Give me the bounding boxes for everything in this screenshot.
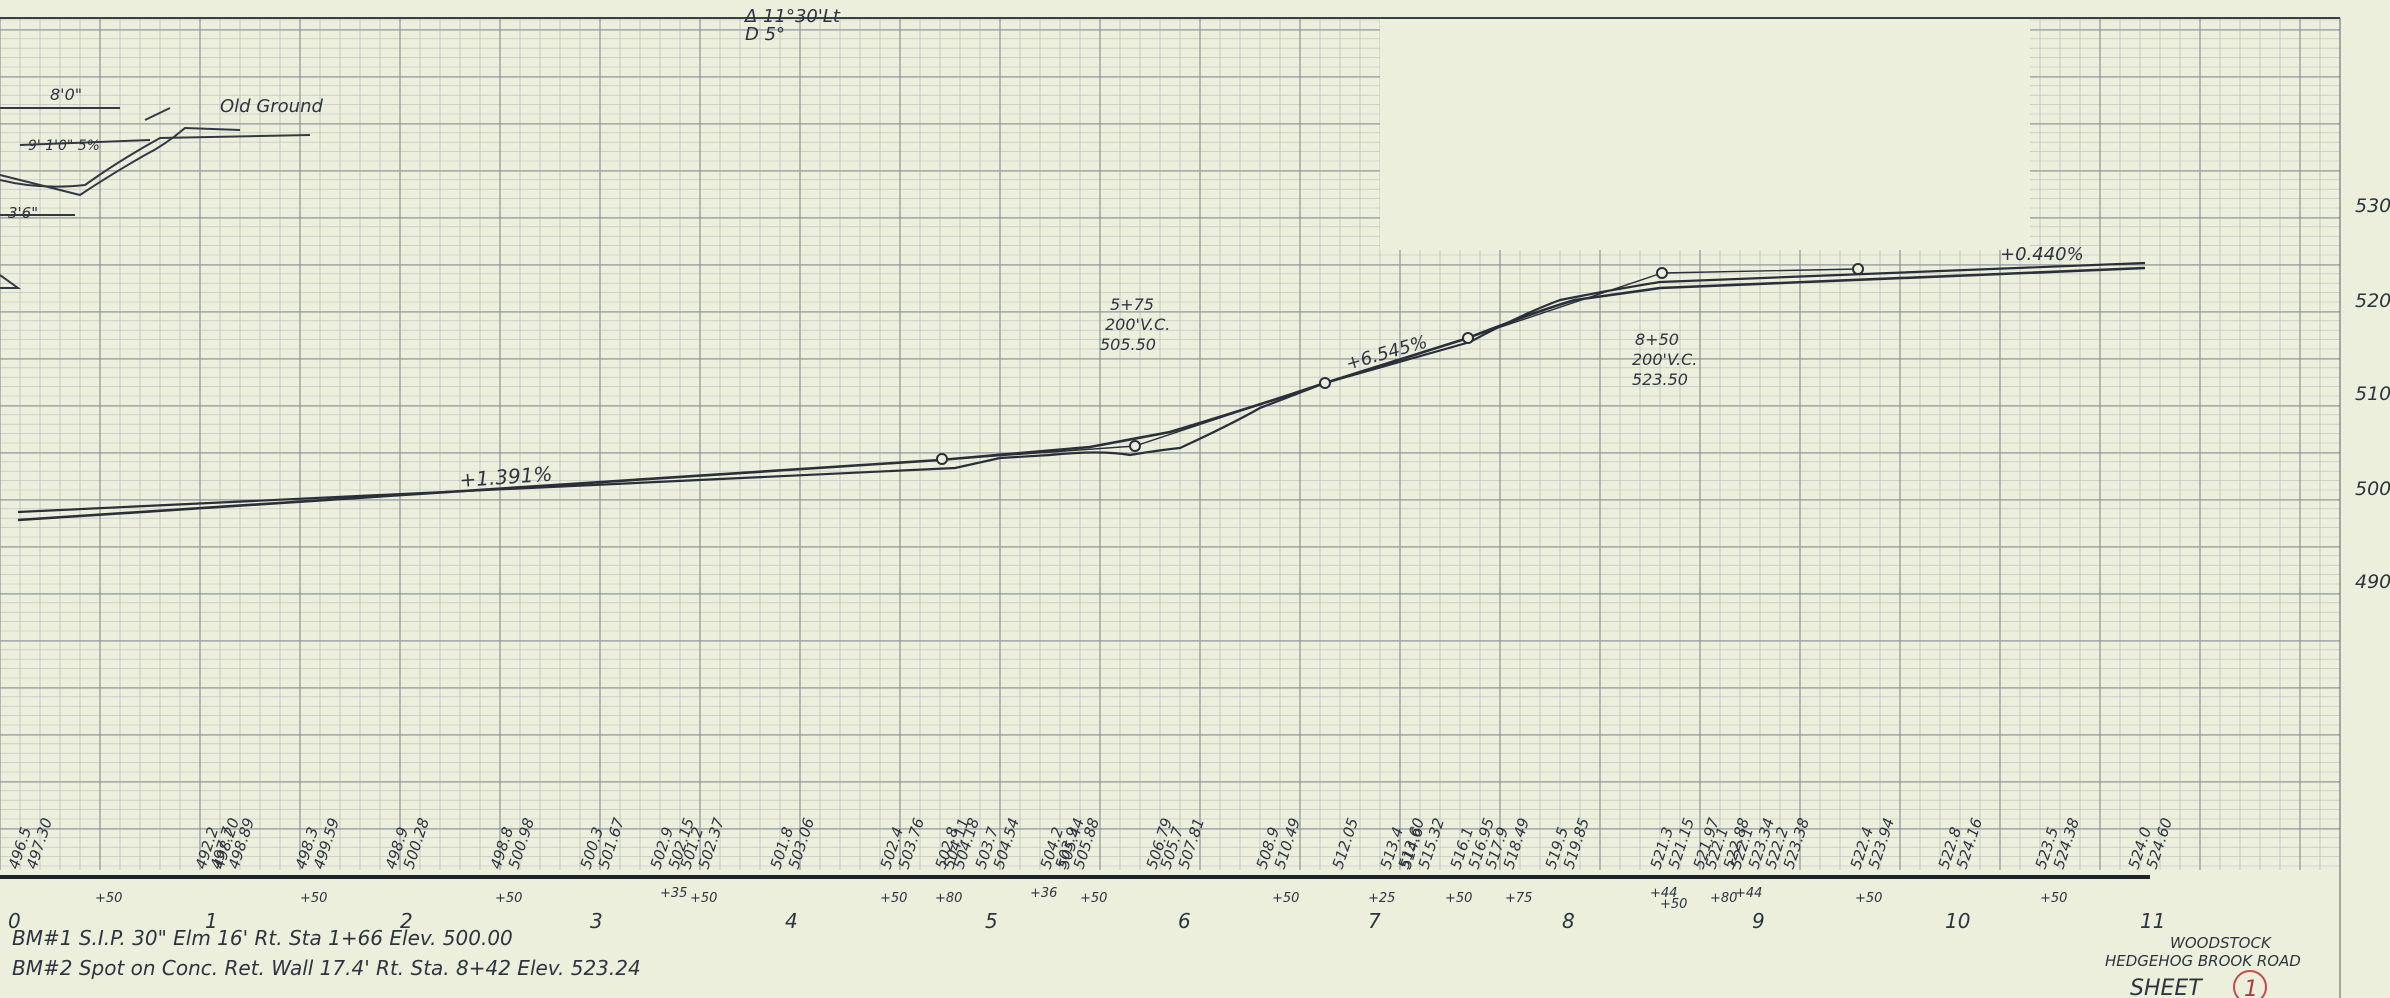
station-number: 6	[1178, 909, 1191, 933]
grade-label-2: +6.545%	[1344, 332, 1430, 375]
benchmark-1: BM#1 S.I.P. 30" Elm 16' Rt. Sta 1+66 Ele…	[12, 926, 513, 950]
vc2-length: 200'V.C.	[1632, 350, 1697, 369]
station-number: 1	[205, 909, 218, 933]
vc1-elev: 505.50	[1100, 335, 1156, 354]
station-plus-label: +44	[1650, 886, 1677, 901]
station-number: 9	[1752, 909, 1765, 933]
station-plus-label: +75	[1505, 891, 1532, 906]
station-plus-label: +35	[660, 886, 687, 901]
section-width-bottom: 3'6"	[8, 204, 38, 222]
section-dims: 9' 1'0" 5%	[28, 138, 100, 154]
station-number: 4	[785, 909, 798, 933]
vc1-length: 200'V.C.	[1105, 315, 1170, 334]
elev-label-490: 490	[2355, 571, 2390, 593]
pvi-points	[936, 263, 1864, 465]
grade-line	[17, 266, 2146, 522]
station-number: 10	[1945, 909, 1970, 933]
curve-degree: D 5°	[745, 24, 785, 45]
vc1-station: 5+75	[1110, 295, 1154, 314]
station-plus-label: +50	[1272, 891, 1299, 906]
station-number: 0	[8, 909, 21, 933]
station-number: 3	[590, 909, 603, 933]
pvi-point	[1852, 263, 1864, 275]
station-numbers: 0 1 2 3 4 5 6 7 8 9 10 11	[8, 909, 2165, 933]
vc1-annotation: 5+75 200'V.C. 505.50	[1100, 295, 1170, 354]
sheet-number-circle	[2233, 970, 2267, 998]
station-plus-label: +36	[1030, 886, 1057, 901]
vc2-elev: 523.50	[1632, 370, 1688, 389]
section-width-top: 8'0"	[50, 85, 82, 104]
station-plus-label: +50	[690, 891, 717, 906]
station-plus-label: +50	[495, 891, 522, 906]
station-plus-label: +50	[1445, 891, 1472, 906]
station-number: 11	[2140, 909, 2165, 933]
station-plus-label: +44	[1735, 886, 1762, 901]
sheet-number: 1	[2244, 977, 2258, 998]
pvi-point	[1129, 440, 1141, 452]
elev-label-520: 520	[2355, 290, 2390, 312]
old-ground-label: Old Ground	[220, 96, 323, 117]
vc2-annotation: 8+50 200'V.C. 523.50	[1632, 330, 1697, 389]
elev-label-500: 500	[2355, 478, 2390, 500]
blank-grid-area	[1380, 0, 2030, 250]
station-plus-label: +50	[1855, 891, 1882, 906]
station-number: 2	[400, 909, 413, 933]
title-road: HEDGEHOG BROOK ROAD	[2105, 952, 2301, 970]
tangent-lines	[939, 268, 1859, 461]
title-block: WOODSTOCK HEDGEHOG BROOK ROAD SHEET 1	[2105, 934, 2301, 998]
benchmark-2: BM#2 Spot on Conc. Ret. Wall 17.4' Rt. S…	[12, 956, 641, 980]
typical-section	[0, 107, 311, 289]
profile-lines	[17, 261, 2146, 522]
pvi-point	[1656, 267, 1668, 279]
pvi-point	[1319, 377, 1331, 389]
pvi-point	[1462, 332, 1474, 344]
pvi-point	[936, 453, 948, 465]
station-plus-label: +50	[95, 891, 122, 906]
right-elevation-labels: 530 520 510 500 490	[2355, 195, 2390, 593]
station-number: 5	[985, 909, 998, 933]
station-plus-label: +25	[1368, 891, 1395, 906]
curve-delta: Δ 11°30'Lt	[743, 6, 841, 27]
minor-grid-lines	[0, 18, 2341, 870]
station-plus-label: +50	[1660, 897, 1687, 912]
grade-label-3: +0.440%	[2000, 244, 2084, 265]
station-plus-label: +80	[1710, 891, 1737, 906]
elev-label-530: 530	[2355, 195, 2390, 217]
vc2-station: 8+50	[1635, 330, 1679, 349]
station-plus-label: +50	[1080, 891, 1107, 906]
station-plus-labels: +50 +50 +50 +35 +50 +50 +80 +36 +50 +50 +25 +50 +75 +…	[95, 886, 2067, 912]
station-number: 7	[1368, 909, 1381, 933]
station-plus-label: +50	[880, 891, 907, 906]
station-plus-label: +50	[2040, 891, 2067, 906]
elev-label-510: 510	[2355, 383, 2390, 405]
title-woodstock: WOODSTOCK	[2170, 934, 2272, 952]
station-plus-label: +80	[935, 891, 962, 906]
station-plus-label: +50	[300, 891, 327, 906]
major-grid-lines	[0, 18, 2340, 870]
sheet-label: SHEET	[2130, 976, 2203, 998]
station-number: 8	[1562, 909, 1575, 933]
ground-line	[17, 261, 2146, 514]
grade-elevation: 512.05	[1329, 816, 1362, 871]
